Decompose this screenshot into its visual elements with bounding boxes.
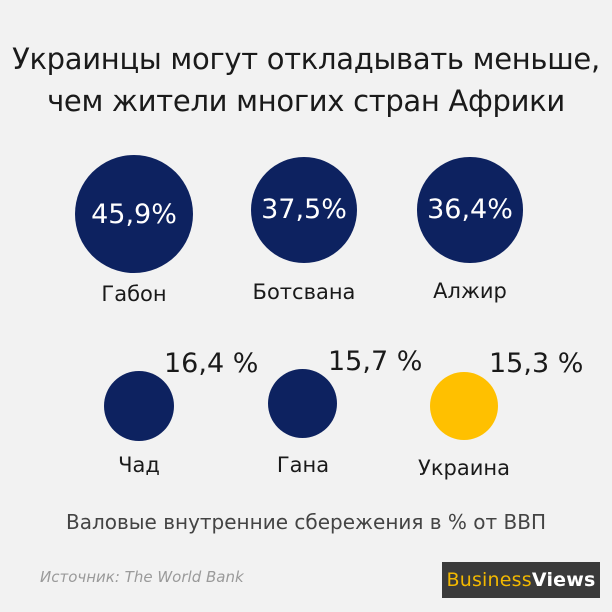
bubble-4 bbox=[268, 369, 338, 439]
chart-title: Украинцы могут откладывать меньше, чем ж… bbox=[0, 38, 612, 122]
bubble-0: 45,9% bbox=[75, 155, 193, 273]
country-label-2: Алжир bbox=[433, 279, 507, 303]
chart-footnote: Валовые внутренние сбережения в % от ВВП bbox=[65, 510, 547, 534]
logo-part-2: Views bbox=[531, 569, 596, 591]
value-label-3: 16,4 % bbox=[164, 348, 259, 379]
title-line-1: Украинцы могут откладывать меньше, bbox=[12, 42, 600, 76]
value-label-0: 45,9% bbox=[91, 198, 177, 230]
source-note: Источник: The World Bank bbox=[40, 568, 244, 586]
value-label-1: 37,5% bbox=[261, 194, 347, 226]
bubble-1: 37,5% bbox=[250, 156, 358, 264]
country-label-4: Гана bbox=[276, 453, 330, 477]
brand-logo: Business Views bbox=[442, 562, 600, 598]
value-label-4: 15,7 % bbox=[328, 346, 423, 377]
bubble-5 bbox=[429, 371, 499, 441]
value-label-2: 36,4% bbox=[427, 194, 513, 226]
country-label-3: Чад bbox=[118, 453, 160, 477]
country-label-0: Габон bbox=[101, 282, 167, 306]
logo-part-1: Business bbox=[446, 569, 532, 591]
bubble-3 bbox=[103, 370, 175, 442]
title-line-2: чем жители многих стран Африки bbox=[47, 84, 565, 118]
bubble-2: 36,4% bbox=[417, 157, 523, 263]
country-label-5: Украина bbox=[418, 456, 510, 480]
value-label-5: 15,3 % bbox=[489, 348, 584, 379]
country-label-1: Ботсвана bbox=[252, 280, 356, 304]
